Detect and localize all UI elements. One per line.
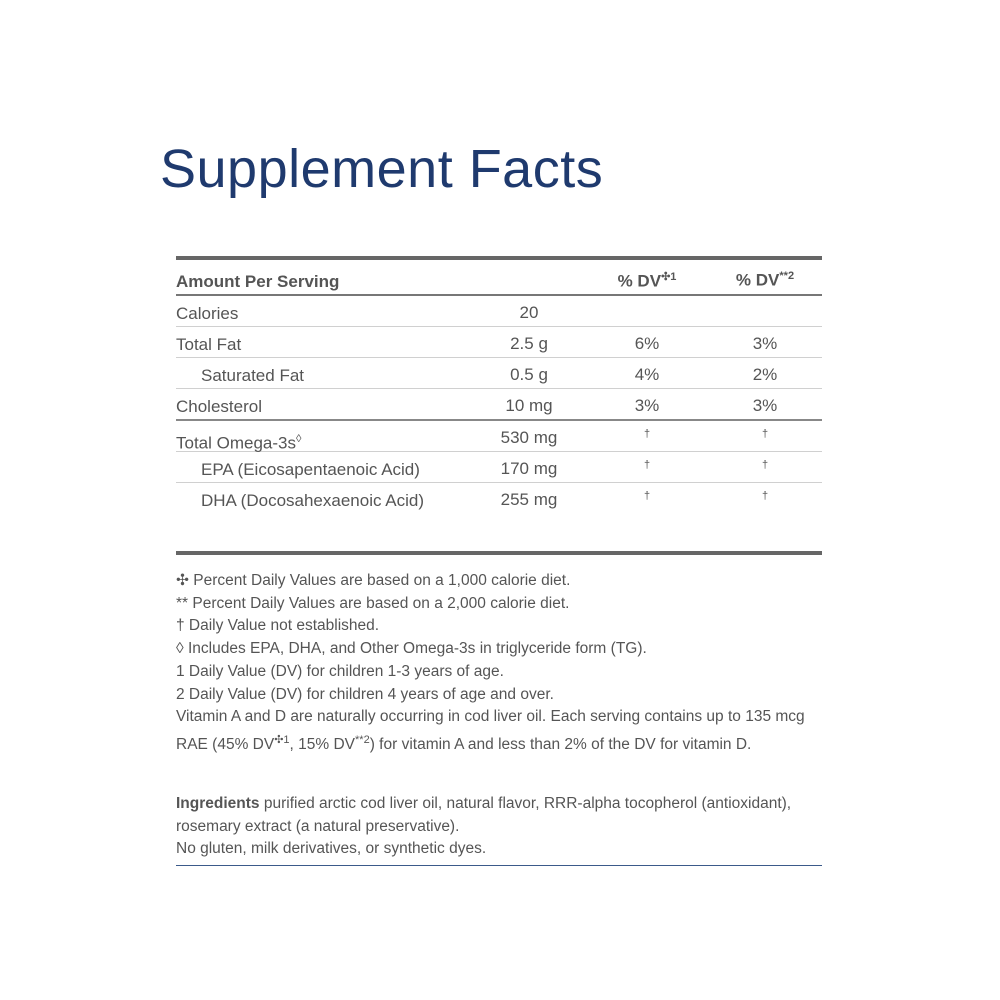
nutrient-dv1: † [643,428,651,440]
ingredients-label: Ingredients [176,795,260,812]
nutrient-dv1: † [643,490,651,502]
ingredients-text: purified arctic cod liver oil, natural f… [176,795,792,835]
dv1-header: % DV✣1 [617,271,677,291]
nutrient-amount: 170 mg [500,459,558,478]
footnote: 1 Daily Value (DV) for children 1-3 year… [176,662,504,680]
nutrient-dv2: 3% [752,396,778,415]
nutrient-name: DHA (Docosahexaenoic Acid) [201,491,425,510]
ingredients: Ingredients purified arctic cod liver oi… [176,793,822,867]
footnote: ◊ Includes EPA, DHA, and Other Omega-3s … [176,640,647,658]
free-from-statement: No gluten, milk derivatives, or syntheti… [176,840,487,858]
table-header: Amount Per Serving % DV✣1 % DV**2 [176,260,822,296]
table-row: DHA (Docosahexaenoic Acid) 255 mg † † [176,483,822,551]
supplement-facts-table: Amount Per Serving % DV✣1 % DV**2 Calori… [176,256,822,555]
nutrient-name: EPA (Eicosapentaenoic Acid) [201,460,420,479]
nutrient-amount: 530 mg [500,428,558,447]
footnote: † Daily Value not established. [176,617,380,635]
nutrient-amount: 10 mg [505,396,553,415]
nutrient-amount: 255 mg [500,490,558,509]
nutrient-name: Calories [176,304,239,323]
vitamin-note: Vitamin A and D are naturally occurring … [176,708,805,754]
nutrient-amount: 20 [519,303,539,322]
page-title: Supplement Facts [160,139,604,199]
table-row: Total Fat 2.5 g 6% 3% [176,327,822,358]
nutrient-dv2: 3% [752,334,778,353]
nutrient-dv1: 3% [634,396,660,415]
footnote: 2 Daily Value (DV) for children 4 years … [176,685,554,703]
table-row: Cholesterol 10 mg 3% 3% [176,389,822,421]
footnote: ** Percent Daily Values are based on a 2… [176,594,570,612]
nutrient-name: Total Fat [176,335,242,354]
nutrient-dv1: † [643,459,651,471]
table-row: Total Omega-3s◊ 530 mg † † [176,421,822,453]
nutrient-dv2: † [761,459,769,471]
dv2-header: % DV**2 [735,270,795,290]
nutrient-dv2: 2% [752,365,778,384]
nutrient-dv2: † [761,490,769,502]
nutrient-name: Total Omega-3s◊ [176,433,302,453]
nutrient-dv2: † [761,428,769,440]
nutrient-dv1: 6% [634,334,660,353]
table-row: EPA (Eicosapentaenoic Acid) 170 mg † † [176,452,822,483]
footnotes: ✣ Percent Daily Values are based on a 1,… [176,570,836,757]
table-row: Saturated Fat 0.5 g 4% 2% [176,358,822,389]
amount-per-serving-header: Amount Per Serving [176,272,340,291]
nutrient-dv1: 4% [634,365,660,384]
table-row: Calories 20 [176,296,822,327]
nutrient-name: Saturated Fat [201,366,305,385]
nutrient-name: Cholesterol [176,397,262,416]
nutrient-amount: 2.5 g [510,334,548,353]
nutrient-amount: 0.5 g [510,365,548,384]
footnote: ✣ Percent Daily Values are based on a 1,… [176,572,571,589]
